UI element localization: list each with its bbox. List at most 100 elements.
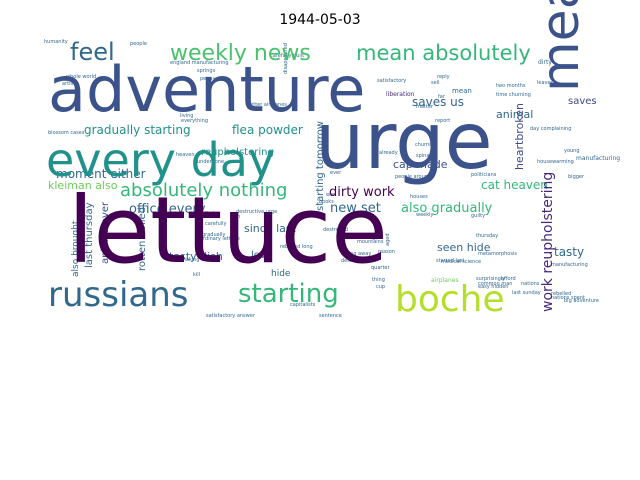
word-gradually-starting: gradually starting <box>84 123 191 137</box>
word-people-around: people around <box>395 174 431 180</box>
word-nations: nations <box>521 281 540 287</box>
word-artists: artists <box>62 81 78 87</box>
word-dish: dish <box>230 214 240 220</box>
word-mountains: mountains <box>357 239 384 245</box>
word-humanity: humanity <box>44 39 68 45</box>
word-ever: ever <box>330 170 342 176</box>
word-cap-made: cap made <box>393 158 448 171</box>
word-weekly: weekly <box>416 212 434 218</box>
word-reupholstering: reupholstering <box>201 147 274 158</box>
word-kill: kill <box>193 272 200 278</box>
word-destructive-urge: destructive urge <box>236 209 277 215</box>
word-flea-powder: flea powder <box>232 123 303 137</box>
word-quarter: quarter <box>371 265 390 271</box>
word-manufacturing: manufacturing <box>551 262 588 268</box>
word-springs: springs <box>197 68 216 74</box>
word-airplanes: airplanes <box>431 277 459 284</box>
word-hide: hide <box>271 269 291 279</box>
word-two-months: two months <box>496 83 526 89</box>
word-saves-us: saves us <box>412 95 464 109</box>
word-manufacturing: manufacturing <box>576 155 620 162</box>
word-war: war <box>326 192 336 198</box>
word-meal: meal <box>531 0 591 92</box>
word-destruction: destruction <box>341 258 369 264</box>
word-boche: boche <box>395 279 505 320</box>
word-leaves: leaves <box>537 80 554 86</box>
word-surprisingly: surprisingly <box>476 276 505 282</box>
word-work-reupholstering: work reupholstering <box>540 172 556 312</box>
word-cup: cup <box>376 284 385 290</box>
word-bigger: bigger <box>568 174 585 180</box>
word-russians: russians <box>48 275 189 315</box>
word-blossom-cases: blossom cases <box>48 130 85 136</box>
word-thursday: thursday <box>476 233 498 239</box>
word-destroyed: destroyed <box>323 227 348 233</box>
word-gradually: gradually <box>202 232 225 238</box>
word-rotten-boiled: rotten boiled <box>137 207 148 271</box>
word-medical-science: medical science <box>441 259 481 265</box>
word-reply: reply <box>437 74 450 80</box>
word-young: young <box>564 148 580 154</box>
word-also-gradually: also gradually <box>401 201 493 216</box>
word-metamorphosis: metamorphosis <box>478 251 517 257</box>
word-easy-hidden: easy hidden <box>478 284 508 290</box>
word-saves: saves <box>568 96 597 107</box>
word-new-set: new set <box>330 201 381 216</box>
word-office-every: office every <box>129 202 206 217</box>
word-already: already <box>379 150 398 156</box>
word-tasty-dish: tasty dish <box>169 250 223 263</box>
word-day-complaining: day complaining <box>530 126 571 132</box>
word-absolutely-nothing: absolutely nothing <box>120 180 287 201</box>
word-churning: churning <box>415 142 437 148</box>
word-mean: mean <box>452 87 472 95</box>
word-spinach: spinach <box>416 153 435 159</box>
word-boiled: boiled <box>199 211 214 217</box>
word-starting-tomorrow: starting tomorrow <box>315 121 326 211</box>
word-last-thursday: last thursday <box>84 202 95 268</box>
word-animal-lover: animal lover <box>100 201 111 264</box>
word-nations-spent: nations spent <box>551 295 585 301</box>
word-reason: reason <box>378 249 395 255</box>
chart-title: 1944-05-03 <box>279 12 361 28</box>
word-rotting: rotting <box>359 235 376 241</box>
word-heaven: heaven <box>176 152 195 158</box>
word-penny: penny <box>200 76 216 82</box>
word-feel: feel <box>70 38 115 66</box>
word-making-death: making death <box>181 257 216 263</box>
word-matter: matter <box>416 104 434 110</box>
word-undergone: undergone <box>197 159 224 165</box>
word-rolling-away: rolling away <box>341 251 371 257</box>
word-liberation: liberation <box>386 91 415 98</box>
word-guilty: guilty <box>471 213 485 219</box>
word-lettuce: lettuce <box>68 177 388 284</box>
word-dirty: dirty <box>538 59 552 66</box>
word-adventure: adventure <box>48 53 365 126</box>
word-housewarming: housewarming <box>537 159 574 165</box>
word-ordinary-lettuce: ordinary lettuce <box>200 236 240 242</box>
word-seen-hide: seen hide <box>437 241 491 254</box>
word-dirty-work: dirty work <box>329 185 395 200</box>
word-people: people <box>130 41 147 47</box>
word-heartbroken: heartbroken <box>513 103 526 170</box>
word-time-churning: time churning <box>496 92 531 98</box>
word-capitalists: capitalists <box>290 302 316 308</box>
word-also-brought: also brought <box>71 220 81 277</box>
word-satisfactory: satisfactory <box>377 78 406 84</box>
word-moment-either: moment either <box>56 167 146 181</box>
word-carefully: carefully <box>205 221 227 227</box>
word-common-man: common man <box>478 281 512 287</box>
word-afford: afford <box>501 276 516 282</box>
word-disappeared: disappeared <box>283 43 289 74</box>
word-aged: aged <box>385 234 391 247</box>
word-houses: houses <box>410 194 428 200</box>
word-last-sunday: last sunday <box>512 290 541 296</box>
word-whole-world: whole world <box>66 74 96 80</box>
word-every-day: every day <box>46 133 275 187</box>
word-far: far <box>438 94 446 100</box>
word-started-last: started last <box>436 258 465 264</box>
word-better-airplanes: better airplanes <box>247 102 287 108</box>
word-mean-absolutely: mean absolutely <box>356 41 531 65</box>
word-big-adventure: big adventure <box>564 298 599 304</box>
word-report: report <box>435 118 450 124</box>
word-weekly-news: weekly news <box>170 41 311 66</box>
